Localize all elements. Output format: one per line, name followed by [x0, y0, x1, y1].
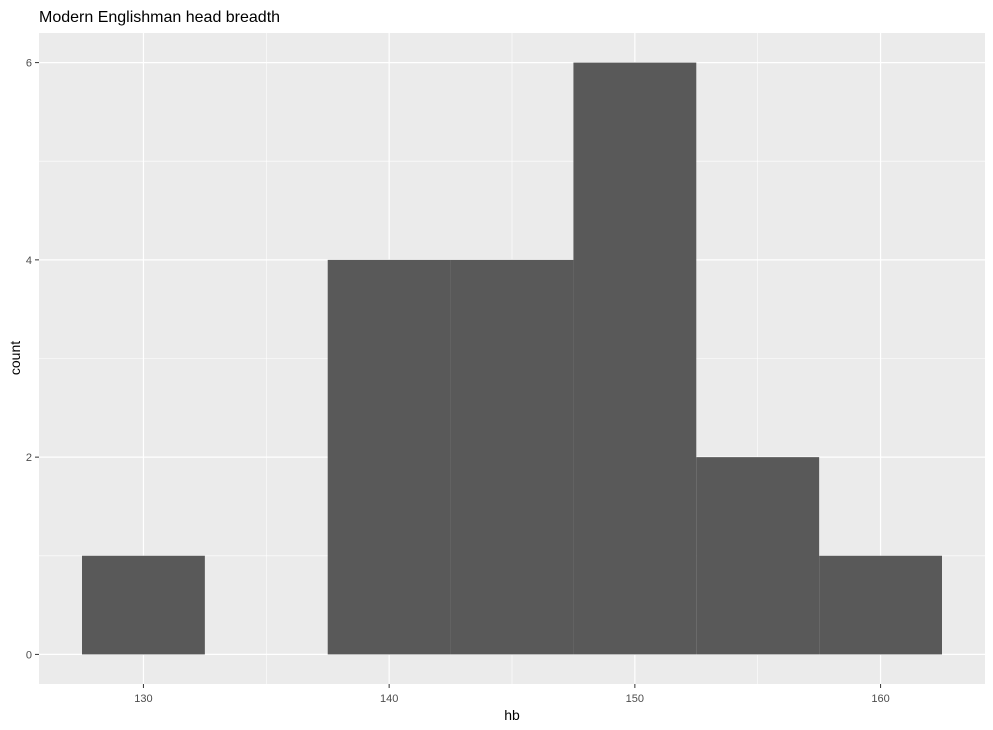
histogram-bar [819, 555, 942, 655]
histogram-bars [82, 62, 942, 655]
chart-title: Modern Englishman head breadth [39, 9, 280, 26]
x-axis: 130 140 150 160 [134, 684, 890, 705]
x-tick-label: 140 [380, 693, 398, 705]
y-axis-title: count [7, 341, 23, 375]
histogram-bar [450, 259, 574, 655]
histogram-bar [696, 457, 820, 655]
histogram-bar [82, 555, 205, 655]
x-tick-label: 150 [626, 693, 644, 705]
y-tick-label: 6 [26, 58, 32, 70]
y-tick-label: 0 [26, 649, 32, 661]
y-tick-label: 2 [26, 452, 32, 464]
x-axis-title: hb [504, 707, 520, 723]
histogram-bar [327, 259, 451, 655]
y-axis: 0 2 4 6 [26, 58, 39, 661]
x-tick-label: 130 [134, 693, 152, 705]
x-tick-label: 160 [871, 693, 889, 705]
histogram-bar [573, 62, 697, 655]
y-tick-label: 4 [26, 255, 32, 267]
